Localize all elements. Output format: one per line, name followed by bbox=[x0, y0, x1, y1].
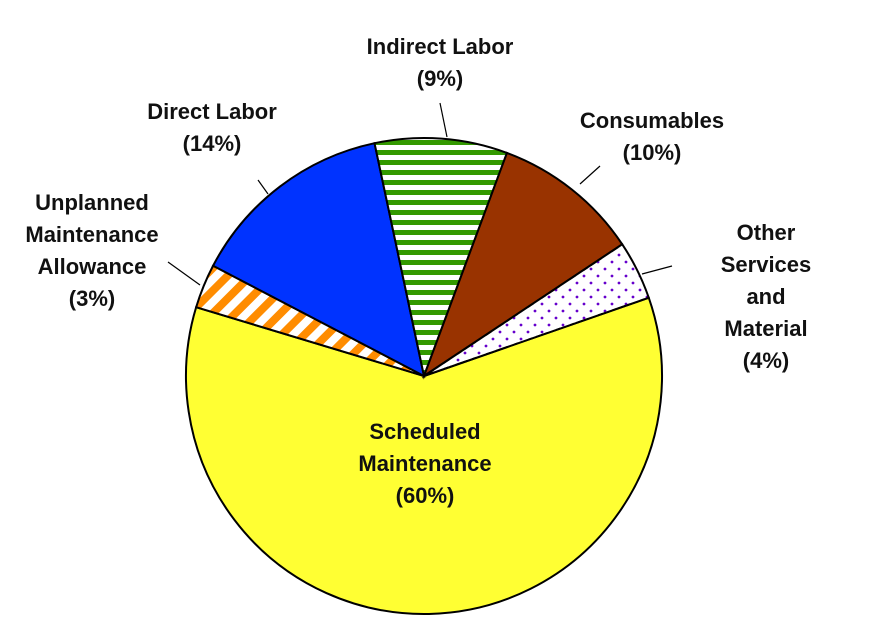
category-name: Consumables bbox=[579, 108, 725, 133]
slice-label: Indirect Labor (9%) bbox=[367, 31, 514, 95]
slice-label: Scheduled Maintenance (60%) bbox=[358, 416, 491, 512]
pie-slice bbox=[423, 242, 651, 377]
leader-line bbox=[439, 102, 448, 138]
value-label: (60%) bbox=[395, 483, 455, 508]
pie-slice bbox=[185, 296, 663, 615]
pie-slice bbox=[421, 151, 624, 379]
leader-line bbox=[257, 179, 269, 195]
leader-line bbox=[167, 261, 201, 286]
slice-label: Consumables (10%) bbox=[580, 105, 724, 169]
leader-line bbox=[579, 165, 601, 185]
category-name: Direct Labor bbox=[147, 99, 277, 124]
category-name: Indirect Labor bbox=[366, 34, 514, 59]
value-label: (4%) bbox=[742, 348, 790, 373]
value-label: (10%) bbox=[622, 140, 682, 165]
leader-line bbox=[641, 265, 673, 275]
pie-slice bbox=[373, 137, 509, 380]
category-name: Unplanned Maintenance Allowance bbox=[25, 190, 159, 279]
slice-label: Direct Labor (14%) bbox=[147, 96, 277, 160]
slice-label: Unplanned Maintenance Allowance (3%) bbox=[25, 187, 158, 315]
value-label: (14%) bbox=[182, 131, 242, 156]
value-label: (9%) bbox=[416, 66, 464, 91]
pie-slice bbox=[211, 142, 426, 378]
category-name: Scheduled Maintenance bbox=[358, 419, 492, 476]
value-label: (3%) bbox=[68, 286, 116, 311]
slice-label: Other Services and Material (4%) bbox=[713, 217, 819, 377]
category-name: Other Services and Material bbox=[720, 220, 812, 341]
